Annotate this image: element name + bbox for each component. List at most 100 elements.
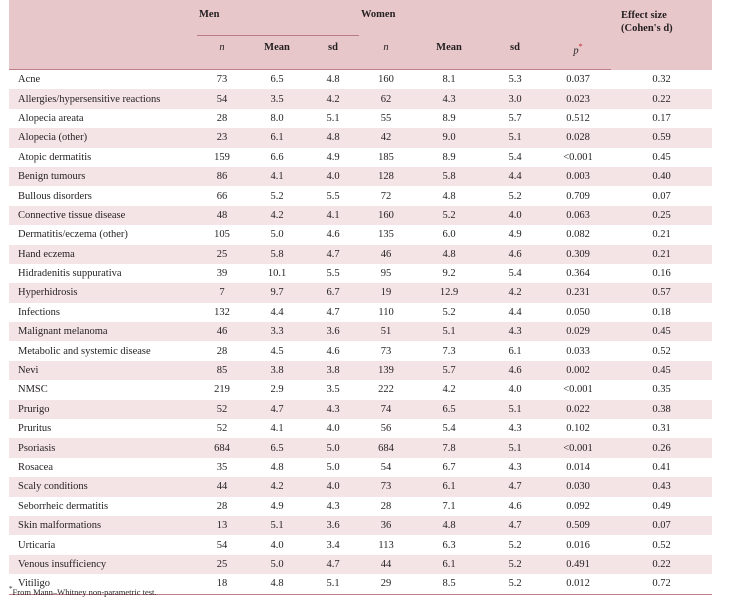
cell-men-mean: 4.7 [247,399,307,420]
cell-es: 0.16 [652,268,671,280]
cell-women-n: 28 [380,500,392,512]
cell-p: 0.364 [566,268,590,280]
header-empty [9,0,197,36]
cell-name: Alopecia (other) [9,128,197,148]
cell-women-sd: 5.3 [508,74,522,86]
table-row: Dermatitis/eczema (other) 105 5.0 4.6 135 6.0… [9,225,712,244]
table-row: Venous insufficiency 25 5.0 4.7 44 6.1 5.2 0.49… [9,554,713,575]
cell-es: 0.22 [611,554,713,575]
cell-men-n: 44 [197,477,247,497]
cell-p: 0.002 [545,360,612,381]
cell-men-n: 66 [216,190,228,202]
cell-es: 0.45 [611,360,713,381]
cell-men-n: 52 [197,399,247,420]
cell-women-mean: 4.8 [442,190,456,202]
cell-men-sd: 5.1 [307,574,360,595]
cell-p: <0.001 [563,384,593,396]
cell-men-mean: 5.0 [247,554,307,575]
cell-p: 0.003 [545,166,612,187]
cell-women-sd: 4.2 [485,283,546,303]
cell-women-n: 73 [380,345,392,357]
table-row: NMSC 219 2.9 3.5 222 4.2 4.0 <0.001 0.35 [9,380,712,399]
cell-women-sd: 5.1 [485,128,546,148]
cell-es: 0.07 [611,515,713,536]
cell-men-n: 18 [197,574,247,595]
cell-women-mean: 8.5 [413,574,486,595]
cell-women-n: 222 [378,384,394,396]
cell-es: 0.57 [611,283,713,303]
cell-men-mean: 4.4 [270,306,284,318]
cell-men-sd: 3.6 [307,515,360,536]
cell-women-mean: 5.2 [413,205,486,226]
cell-men-mean: 4.9 [270,500,284,512]
table-row: Psoriasis 684 6.5 5.0 684 7.8 5.1 <0.001 0.26 [9,438,713,458]
cell-men-sd: 3.8 [307,360,360,381]
cell-women-n: 185 [378,151,394,163]
cell-men-mean: 5.1 [247,515,307,536]
cell-women-mean: 6.1 [413,554,486,575]
cell-men-mean: 8.0 [270,112,284,124]
cell-name: Skin malformations [9,515,197,536]
cell-men-mean: 6.1 [247,128,307,148]
cell-women-n: 72 [380,190,392,202]
header-effect-line2: (Cohen's d) [621,23,673,34]
cell-name: Connective tissue disease [9,205,197,226]
cell-women-mean: 4.8 [413,244,486,264]
cell-es: 0.43 [611,477,713,497]
cell-women-n: 110 [378,306,394,318]
cell-men-mean: 4.2 [247,477,307,497]
table-row: Hidradenitis suppurativa 39 10.1 5.5 95 9.2 5.… [9,264,712,283]
cell-men-sd: 5.0 [326,462,340,473]
table-row: Malignant melanoma 46 3.3 3.6 51 5.1 4.3 0.029 0… [9,322,713,342]
table-row: Skin malformations 13 5.1 3.6 36 4.8 4.7 0.509 0… [9,515,713,536]
cell-p: <0.001 [545,438,612,458]
cell-p: 0.491 [545,554,612,575]
cell-men-n: 35 [216,462,228,473]
cell-men-mean: 4.1 [270,423,284,435]
cell-women-mean: 12.9 [413,283,486,303]
cell-es: 0.31 [652,423,671,435]
header-name-col [9,35,197,70]
cell-men-n: 7 [197,283,247,303]
cell-women-n: 139 [359,360,414,381]
cell-women-n: 42 [359,128,414,148]
cell-women-sd: 4.9 [508,229,522,241]
header-men-sd: sd [307,35,360,70]
table-row: Vitiligo 18 4.8 5.1 29 8.5 5.2 0.012 0.72 [9,574,713,595]
cell-women-mean: 8.1 [442,74,456,86]
cell-men-n: 25 [197,244,247,264]
cell-men-mean: 6.6 [270,151,284,163]
cell-women-sd: 4.3 [485,322,546,342]
table-row: Infections 132 4.4 4.7 110 5.2 4.4 0.050 0.18 [9,303,712,322]
cell-women-mean: 6.1 [413,477,486,497]
cell-women-n: 62 [359,89,414,109]
cell-es: 0.35 [652,384,671,396]
cell-es: 0.26 [611,438,713,458]
header-women-sd: sd [485,35,546,70]
cell-women-mean: 4.2 [442,384,456,396]
cell-men-sd: 4.8 [307,128,360,148]
cell-p: 0.709 [566,190,590,202]
cell-men-sd: 4.0 [307,166,360,187]
table-row: Acne 73 6.5 4.8 160 8.1 5.3 0.037 0.32 [9,70,712,90]
cell-men-mean: 9.7 [247,283,307,303]
cell-men-sd: 4.9 [326,151,340,163]
cell-women-mean: 9.0 [413,128,486,148]
cell-name: Hidradenitis suppurativa [18,268,122,280]
cell-es: 0.49 [652,500,671,512]
cell-women-sd: 5.1 [485,438,546,458]
cell-men-mean: 6.5 [247,438,307,458]
cell-name: Scaly conditions [9,477,197,497]
cell-women-sd: 4.0 [485,205,546,226]
cell-name: Vitiligo [9,574,197,595]
cell-men-mean: 4.1 [247,166,307,187]
data-table: Men Women Effect size (Cohen's d) n Mean… [9,0,713,595]
cell-men-mean: 2.9 [270,384,284,396]
cell-p: 0.102 [566,423,590,435]
table-row: Pruritus 52 4.1 4.0 56 5.4 4.3 0.102 0.31 [9,419,712,438]
cell-men-sd: 4.7 [307,244,360,264]
cell-women-n: 46 [359,244,414,264]
cell-p: 0.033 [566,345,590,357]
cell-men-n: 52 [216,423,228,435]
cell-es: 0.18 [652,306,671,318]
